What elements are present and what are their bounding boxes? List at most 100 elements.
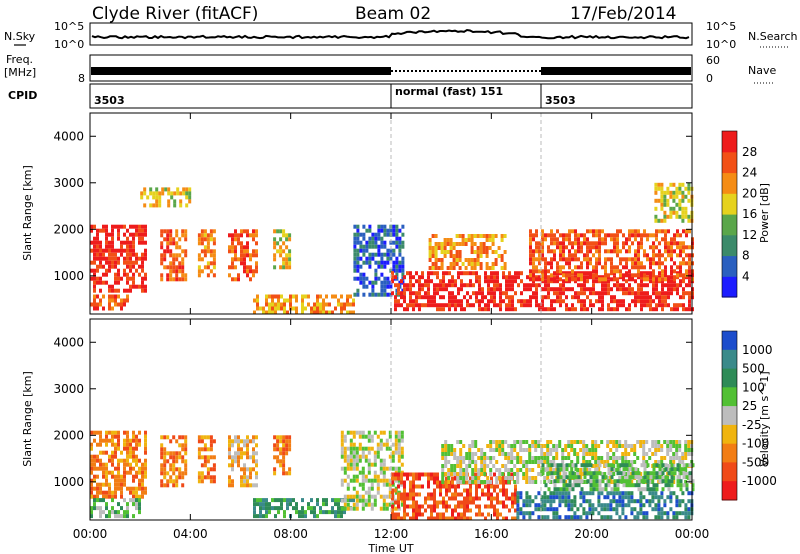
nave-tick-bottom: 0 <box>706 72 713 85</box>
noise-tick-top-left: 10^5 <box>54 20 84 33</box>
velocity-colorbar-swatch <box>722 462 737 482</box>
power-echo-region <box>353 224 405 297</box>
velocity-colorbar-tick: -1000 <box>742 474 777 488</box>
x-tick-label: 08:00 <box>273 527 308 541</box>
nave-label: Nave <box>748 64 776 77</box>
power-colorbar-tick: 8 <box>742 249 750 263</box>
power-echo-region <box>197 229 216 278</box>
velocity-y-axis-label: Slant Range [km] <box>21 371 34 467</box>
power-echo-region <box>90 224 147 293</box>
power-colorbar-swatch <box>722 214 737 236</box>
power-colorbar-swatch <box>722 172 737 194</box>
cpid-segment-3: 3503 <box>545 94 576 107</box>
velocity-y-tick-label: 1000 <box>53 475 84 489</box>
nave-tick-top: 60 <box>706 54 720 67</box>
velocity-colorbar-tick: 25 <box>742 399 757 413</box>
noise-left-label: N.Sky <box>4 30 36 43</box>
power-echo-region <box>273 229 292 270</box>
velocity-colorbar-swatch <box>722 424 737 445</box>
velocity-colorbar-tick: 500 <box>742 362 765 376</box>
cpid-row: CPID 3503 normal (fast) 151 3503 <box>8 83 693 109</box>
x-tick-label: 04:00 <box>173 527 208 541</box>
power-y-tick-label: 2000 <box>53 222 84 236</box>
velocity-echo-region <box>253 498 355 519</box>
power-echo-region <box>90 294 129 311</box>
velocity-colorbar-tick: 1000 <box>742 343 773 357</box>
noise-sky-line <box>91 28 690 40</box>
velocity-y-tick-label: 2000 <box>53 428 84 442</box>
frequency-label-unit: [MHz] <box>4 66 36 79</box>
velocity-echo-region <box>197 435 216 484</box>
velocity-echo-region <box>273 435 292 476</box>
velocity-colorbar-tick: -25 <box>742 418 762 432</box>
power-colorbar-tick: 12 <box>742 228 757 242</box>
station-title: Clyde River (fitACF) <box>92 4 258 24</box>
velocity-echo-region <box>228 435 258 488</box>
velocity-colorbar-swatch <box>722 406 737 426</box>
power-echo-region <box>228 229 258 282</box>
velocity-y-tick-label: 4000 <box>53 335 84 349</box>
power-y-tick-label: 1000 <box>53 269 84 283</box>
noise-panel: N.Sky 10^5 10^0 10^5 10^0 N.Search <box>4 20 798 51</box>
power-colorbar-tick: 28 <box>742 145 757 159</box>
power-echo-region <box>140 187 192 208</box>
velocity-colorbar-tick: 100 <box>742 380 765 394</box>
power-colorbar-swatch <box>722 193 737 215</box>
power-y-tick-label: 4000 <box>53 129 84 143</box>
power-y-axis-label: Slant Range [km] <box>21 165 34 261</box>
power-colorbar-swatch <box>722 234 737 257</box>
velocity-colorbar-swatch <box>722 443 737 463</box>
velocity-echo-map <box>90 430 695 521</box>
x-tick-label: 00:00 <box>73 527 108 541</box>
frequency-band-right <box>541 67 691 75</box>
power-echo-region <box>529 229 694 282</box>
frequency-tick: 8 <box>78 72 85 85</box>
power-echo-region <box>654 182 694 223</box>
power-colorbar-label: Power [dB] <box>758 183 771 243</box>
power-colorbar-tick: 20 <box>742 186 757 200</box>
power-echo-region <box>253 294 355 315</box>
power-panel: 1000 2000 3000 4000 Slant Range [km] 4 8 12 16… <box>21 112 771 315</box>
noise-right-label: N.Search <box>748 30 798 43</box>
power-y-tick-label: 3000 <box>53 176 84 190</box>
velocity-y-tick-label: 3000 <box>53 382 84 396</box>
frequency-panel-frame <box>89 54 693 82</box>
power-colorbar-swatch <box>722 151 737 174</box>
power-colorbar-swatch <box>722 131 737 153</box>
power-echo-region <box>391 271 694 312</box>
power-colorbar: 4 8 12 16 20 24 28 <box>721 130 757 298</box>
velocity-echo-region <box>340 430 404 511</box>
x-tick-label: 00:00 <box>675 527 710 541</box>
velocity-colorbar-swatch <box>722 368 737 388</box>
velocity-echo-region <box>90 430 147 499</box>
frequency-panel: Freq. [MHz] 8 60 0 Nave <box>4 53 776 85</box>
power-echo-region <box>160 229 188 282</box>
velocity-echo-region <box>160 435 188 488</box>
x-tick-label: 12:00 <box>374 527 409 541</box>
power-colorbar-tick: 4 <box>742 269 750 283</box>
cpid-label: CPID <box>8 89 37 102</box>
power-colorbar-tick: 24 <box>742 166 757 180</box>
velocity-echo-region <box>391 472 517 521</box>
noise-tick-bottom-right: 10^0 <box>706 38 736 51</box>
velocity-colorbar-swatch <box>722 387 737 407</box>
power-colorbar-swatch <box>722 255 737 277</box>
x-axis-label: Time UT <box>367 542 413 554</box>
velocity-colorbar: 1000 500 100 25 -25 -100 -500 -1000 <box>721 330 777 501</box>
frequency-band-left <box>91 67 391 75</box>
x-tick-label: 20:00 <box>574 527 609 541</box>
velocity-colorbar-swatch <box>722 349 737 370</box>
x-tick-label: 16:00 <box>474 527 509 541</box>
velocity-colorbar-label: Velocity [m s^-1] <box>758 371 771 466</box>
velocity-echo-region <box>90 498 141 519</box>
cpid-segment-1: 3503 <box>94 94 125 107</box>
power-colorbar-swatch <box>722 276 737 298</box>
noise-tick-bottom-left: 10^0 <box>54 38 84 51</box>
velocity-echo-region <box>516 491 694 520</box>
velocity-y-axis: 1000 2000 3000 4000 <box>53 335 692 489</box>
power-colorbar-tick: 16 <box>742 207 757 221</box>
beam-title: Beam 02 <box>355 4 431 24</box>
date-title: 17/Feb/2014 <box>570 4 676 24</box>
noise-panel-frame <box>89 22 693 46</box>
